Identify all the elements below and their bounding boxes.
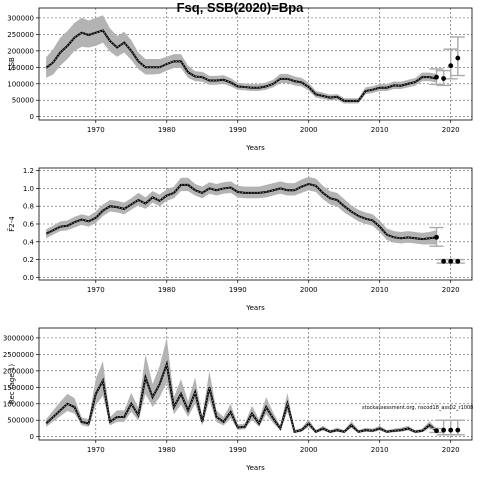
y-tick-label: 0.0 <box>23 274 34 282</box>
forecast-point <box>455 55 461 61</box>
x-tick-label: 2000 <box>300 286 318 294</box>
x-tick-label: 2010 <box>371 446 389 454</box>
source-annotation: stockassessment.org, nscod18_ass02_r1008 <box>362 405 473 411</box>
estimate-line-dash <box>45 183 437 240</box>
x-tick-label: 2020 <box>442 126 460 134</box>
y-tick-label: 150000 <box>7 64 34 72</box>
y-tick-label: 1.2 <box>23 167 34 175</box>
y-axis-label: F̄2-4 <box>7 216 16 232</box>
y-tick-label: 1500000 <box>3 384 34 392</box>
x-axis-label: Years <box>245 144 265 152</box>
y-tick-label: 0.6 <box>23 221 35 229</box>
y-tick-label: 0 <box>30 113 34 121</box>
x-tick-label: 1990 <box>229 446 247 454</box>
x-tick-label: 1980 <box>158 446 176 454</box>
panel-fbar: 1970 1980 1990 2000 2010 2020 0.0 0.2 0.4 0.6 0.8 1… <box>7 167 473 312</box>
plot-frame <box>38 327 473 441</box>
estimate-line <box>45 360 438 433</box>
panel-ssb: 1970 1980 1990 2000 2010 2020 0 50000 100000 1500… <box>7 7 473 152</box>
x-tick-label: 2020 <box>442 446 460 454</box>
y-tick-label: 0 <box>30 433 34 441</box>
estimate-line-dash <box>45 29 437 102</box>
x-tick-label: 1990 <box>229 126 247 134</box>
y-axis-label: Rec (age 1) <box>8 364 16 404</box>
forecast-point <box>441 76 447 81</box>
x-tick-label: 1980 <box>158 126 176 134</box>
y-tick-label: 200000 <box>7 47 34 55</box>
x-axis-label: Years <box>245 304 265 312</box>
x-tick-label: 1970 <box>87 286 105 294</box>
y-tick-label: 0.2 <box>23 256 34 264</box>
plot-frame <box>38 7 473 121</box>
forecast-point <box>455 258 461 264</box>
x-tick-label: 2010 <box>371 286 389 294</box>
y-tick-label: 500000 <box>7 417 34 425</box>
x-tick-label: 1990 <box>229 286 247 294</box>
y-tick-label: 3000000 <box>3 334 34 342</box>
x-tick-label: 2010 <box>371 126 389 134</box>
x-tick-label: 2000 <box>300 446 318 454</box>
panel-recruitment: 1970 1980 1990 2000 2010 2020 0 500000 1000000 15… <box>3 327 473 472</box>
forecast-point <box>441 258 447 264</box>
forecast-point <box>448 258 454 264</box>
y-tick-label: 0.4 <box>23 238 35 246</box>
forecast-point <box>434 74 439 80</box>
y-axis-label: SSB <box>8 57 16 71</box>
y-tick-label: 300000 <box>7 14 34 22</box>
x-tick-label: 1970 <box>87 126 105 134</box>
forecast-point <box>448 63 454 69</box>
x-tick-label: 2000 <box>300 126 318 134</box>
y-tick-label: 250000 <box>7 31 34 39</box>
x-tick-label: 2020 <box>442 286 460 294</box>
y-tick-label: 1.0 <box>23 185 34 193</box>
y-tick-label: 2500000 <box>3 351 34 359</box>
confidence-band <box>46 15 437 104</box>
y-tick-label: 0.8 <box>23 203 34 211</box>
forecast-point <box>441 427 447 433</box>
forecast-point <box>455 427 461 433</box>
x-tick-label: 1970 <box>87 446 105 454</box>
x-tick-label: 1980 <box>158 286 176 294</box>
x-axis-label: Years <box>245 464 265 472</box>
y-tick-label: 1000000 <box>3 400 34 408</box>
forecast-point <box>434 428 439 434</box>
chart-title: Fsq, SSB(2020)=Bpa <box>176 0 304 15</box>
forecast-point <box>448 427 454 433</box>
y-tick-label: 50000 <box>12 97 34 105</box>
y-tick-label: 100000 <box>7 80 34 88</box>
y-tick-label: 2000000 <box>3 367 34 375</box>
forecast-point <box>434 234 439 240</box>
